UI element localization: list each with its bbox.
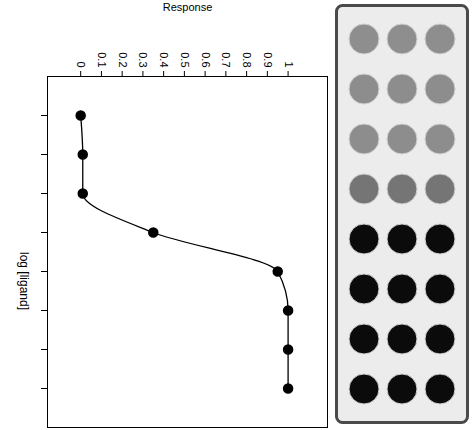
svg-text:0.9: 0.9 (262, 52, 274, 67)
svg-text:0.2: 0.2 (117, 52, 129, 67)
svg-text:0.3: 0.3 (137, 52, 149, 67)
svg-text:1: 1 (283, 61, 295, 67)
svg-text:0.7: 0.7 (220, 52, 232, 67)
svg-text:0.8: 0.8 (241, 52, 253, 67)
svg-text:Response: Response (163, 1, 213, 13)
svg-text:0.5: 0.5 (179, 52, 191, 67)
svg-text:0.1: 0.1 (96, 52, 108, 67)
svg-text:0.6: 0.6 (200, 52, 212, 67)
svg-text:0.4: 0.4 (158, 52, 170, 67)
svg-text:log [ligand]: log [ligand] (17, 252, 31, 310)
svg-text:0: 0 (75, 61, 87, 67)
